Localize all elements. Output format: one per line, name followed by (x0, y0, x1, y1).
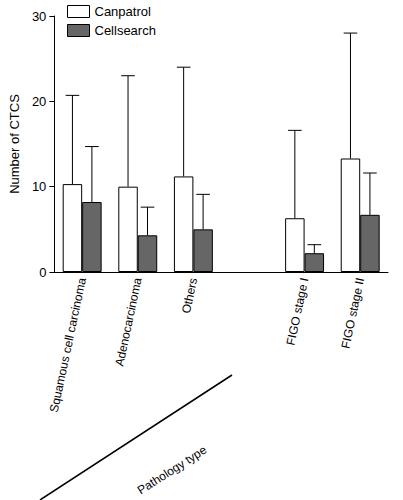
svg-text:0: 0 (39, 265, 46, 280)
svg-text:20: 20 (32, 94, 46, 109)
svg-text:FIGO stage II: FIGO stage II (338, 277, 367, 350)
svg-text:FIGO stage I: FIGO stage I (283, 277, 311, 347)
svg-text:10: 10 (32, 179, 46, 194)
svg-text:Squamous cell carcinoma: Squamous cell carcinoma (47, 276, 89, 413)
svg-text:Number of CTCS: Number of CTCS (7, 94, 22, 194)
svg-text:Adenocarcinoma: Adenocarcinoma (112, 276, 144, 367)
svg-text:Cellsearch: Cellsearch (95, 23, 156, 38)
svg-text:Others: Others (179, 277, 200, 315)
svg-text:Canpatrol: Canpatrol (95, 4, 151, 19)
svg-text:Pathology type: Pathology type (135, 443, 210, 498)
svg-text:30: 30 (32, 9, 46, 24)
